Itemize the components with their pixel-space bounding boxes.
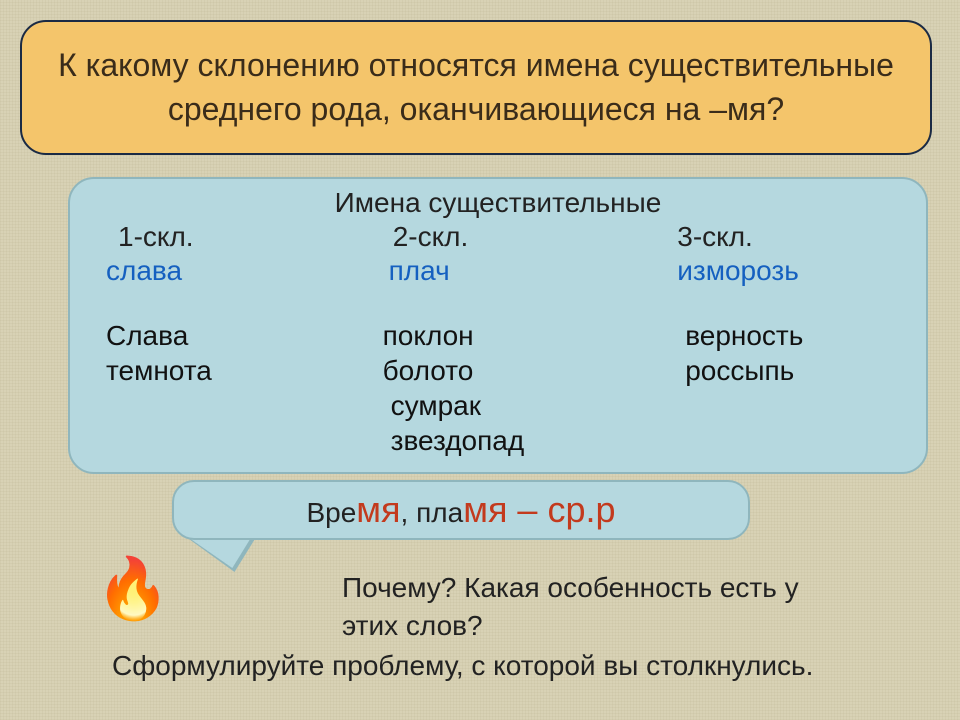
d3-blue: изморозь: [677, 253, 926, 288]
title-panel: К какому склонению относятся имена сущес…: [20, 20, 932, 155]
d2-blue: плач: [381, 253, 678, 288]
declension-labels-row: 1-скл. 2-скл. 3-скл.: [70, 221, 926, 253]
flame-icon: 🔥: [102, 550, 164, 628]
bubble-p2: мя: [356, 489, 400, 530]
d1-word-1: Слава: [106, 318, 381, 353]
decl-1-label: 1-скл.: [70, 221, 381, 253]
bubble-p3: , пла: [401, 497, 464, 528]
d2-word-1: поклон: [383, 318, 678, 353]
bubble-text: Время, пламя – ср.р: [306, 489, 615, 531]
decl-3-label: 3-скл.: [677, 221, 926, 253]
d1-black-col: Слава темнота: [70, 318, 381, 458]
table-header: Имена существительные: [70, 187, 926, 219]
d3-black-col: верность россыпь: [677, 318, 926, 458]
d2-word-3: сумрак: [383, 388, 678, 423]
d2-black-col: поклон болото сумрак звездопад: [381, 318, 678, 458]
question-line-1: Почему? Какая особенность есть у: [342, 570, 799, 606]
question-line-3: Сформулируйте проблему, с которой вы сто…: [112, 648, 813, 684]
d1-blue: слава: [70, 253, 381, 288]
d2-word-4: звездопад: [383, 423, 678, 458]
speech-bubble: Время, пламя – ср.р: [172, 480, 750, 540]
bubble-p4: мя – ср.р: [463, 489, 615, 530]
blue-row: слава плач изморозь: [70, 253, 926, 288]
d3-word-1: верность: [685, 318, 926, 353]
d2-word-2: болото: [383, 353, 678, 388]
decl-2-label: 2-скл.: [381, 221, 678, 253]
d3-word-2: россыпь: [685, 353, 926, 388]
title-line-2: среднего рода, оканчивающиеся на –мя?: [168, 91, 784, 127]
question-line-2: этих слов?: [342, 608, 483, 644]
declension-panel: Имена существительные 1-скл. 2-скл. 3-ск…: [68, 177, 928, 474]
title-text: К какому склонению относятся имена сущес…: [58, 44, 894, 130]
title-line-1: К какому склонению относятся имена сущес…: [58, 47, 894, 83]
bubble-p1: Вре: [306, 497, 356, 528]
black-rows: Слава темнота поклон болото сумрак звезд…: [70, 318, 926, 458]
d1-word-2: темнота: [106, 353, 381, 388]
